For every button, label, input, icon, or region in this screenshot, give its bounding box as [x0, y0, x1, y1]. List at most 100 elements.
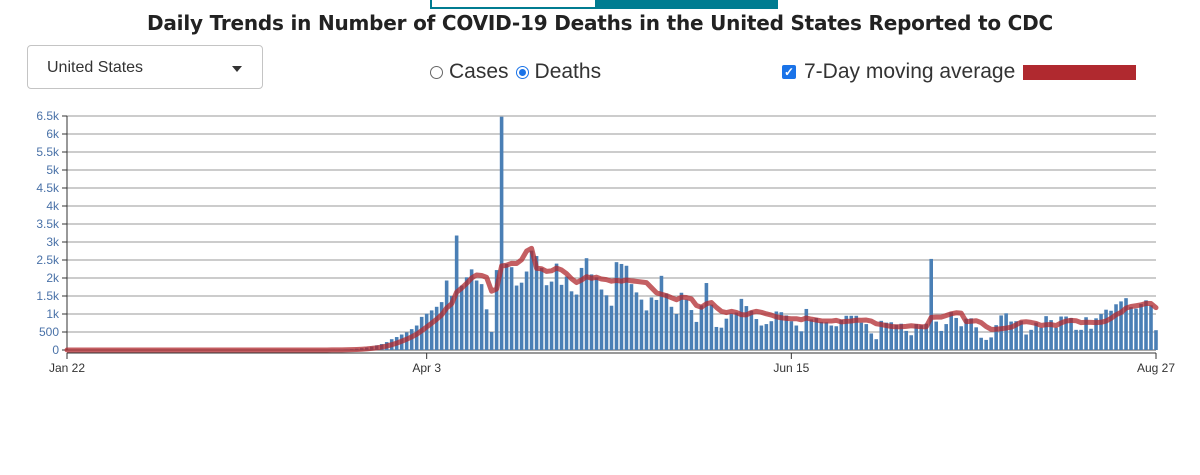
bar[interactable]	[809, 319, 814, 350]
bar[interactable]	[1074, 329, 1078, 350]
bar[interactable]	[839, 319, 844, 350]
bar[interactable]	[1009, 321, 1013, 350]
bar[interactable]	[1119, 301, 1123, 350]
bar[interactable]	[729, 313, 734, 350]
bar[interactable]	[974, 327, 978, 350]
bar[interactable]	[754, 319, 759, 350]
bar[interactable]	[1039, 327, 1043, 350]
bar[interactable]	[914, 324, 919, 350]
bar[interactable]	[944, 324, 948, 350]
bar[interactable]	[1084, 317, 1088, 350]
bar[interactable]	[534, 256, 539, 350]
bar[interactable]	[979, 337, 983, 350]
bar[interactable]	[819, 321, 824, 350]
bar[interactable]	[464, 277, 469, 350]
bar[interactable]	[939, 330, 943, 350]
bar[interactable]	[984, 339, 988, 350]
cases-radio-label[interactable]: Cases	[449, 60, 509, 83]
bar[interactable]	[509, 267, 514, 350]
bar[interactable]	[1029, 329, 1033, 350]
bar[interactable]	[679, 292, 684, 350]
bar[interactable]	[1054, 327, 1058, 350]
bar[interactable]	[994, 325, 998, 350]
bar[interactable]	[929, 258, 933, 350]
bar[interactable]	[1129, 307, 1133, 350]
bar[interactable]	[1094, 318, 1098, 350]
bar[interactable]	[639, 299, 644, 350]
bar[interactable]	[594, 277, 599, 350]
bar[interactable]	[424, 313, 429, 350]
bar[interactable]	[709, 304, 714, 350]
bar[interactable]	[524, 271, 529, 350]
bar[interactable]	[649, 297, 654, 350]
deaths-radio[interactable]	[515, 65, 529, 79]
bar[interactable]	[959, 326, 963, 350]
bar[interactable]	[954, 317, 958, 350]
bar[interactable]	[1059, 316, 1063, 350]
bar[interactable]	[759, 325, 764, 350]
bar[interactable]	[694, 321, 699, 350]
bar[interactable]	[849, 315, 854, 350]
bar[interactable]	[899, 323, 904, 350]
bar[interactable]	[554, 263, 559, 350]
bar[interactable]	[1134, 308, 1138, 350]
bar[interactable]	[469, 269, 474, 350]
bar[interactable]	[569, 291, 574, 350]
bar[interactable]	[924, 323, 929, 350]
bar[interactable]	[619, 263, 624, 350]
bar[interactable]	[764, 324, 769, 350]
bar[interactable]	[789, 321, 794, 350]
bar[interactable]	[489, 332, 494, 350]
bar[interactable]	[674, 314, 679, 350]
bar[interactable]	[894, 324, 899, 350]
bar[interactable]	[774, 311, 779, 350]
bar[interactable]	[844, 315, 849, 350]
bar[interactable]	[429, 310, 434, 350]
bar[interactable]	[614, 262, 619, 350]
bar[interactable]	[439, 302, 444, 350]
bar[interactable]	[434, 306, 439, 350]
bar[interactable]	[784, 315, 789, 350]
bar[interactable]	[884, 322, 889, 350]
bar[interactable]	[704, 283, 709, 350]
bar[interactable]	[1104, 309, 1108, 350]
bar[interactable]	[459, 285, 464, 350]
bar[interactable]	[519, 282, 524, 350]
bar[interactable]	[1149, 305, 1153, 350]
bar[interactable]	[1064, 316, 1068, 350]
bar[interactable]	[969, 318, 973, 350]
bar[interactable]	[1069, 317, 1073, 350]
bar[interactable]	[584, 258, 589, 350]
bar[interactable]	[629, 284, 634, 350]
bar[interactable]	[644, 310, 649, 350]
bar[interactable]	[659, 275, 664, 350]
bar[interactable]	[1154, 330, 1158, 350]
bar[interactable]	[634, 292, 639, 350]
bar[interactable]	[689, 310, 694, 350]
bar[interactable]	[654, 299, 659, 350]
bar[interactable]	[1044, 316, 1048, 350]
bar[interactable]	[549, 281, 554, 350]
bar[interactable]	[514, 285, 519, 350]
bar[interactable]	[1014, 321, 1018, 350]
bar[interactable]	[574, 294, 579, 350]
bar[interactable]	[1049, 320, 1053, 350]
bar[interactable]	[664, 293, 669, 350]
bar[interactable]	[794, 325, 799, 350]
bar[interactable]	[779, 312, 784, 350]
bar[interactable]	[934, 321, 938, 350]
bar[interactable]	[859, 322, 864, 350]
bar[interactable]	[799, 331, 804, 350]
bar[interactable]	[579, 267, 584, 350]
bar[interactable]	[609, 305, 614, 350]
bar[interactable]	[1079, 329, 1083, 350]
bar[interactable]	[814, 317, 819, 350]
bar[interactable]	[494, 270, 499, 350]
bar[interactable]	[444, 280, 449, 350]
bar[interactable]	[1089, 328, 1093, 350]
bar[interactable]	[1109, 310, 1113, 350]
moving-average-line[interactable]	[64, 245, 1159, 353]
bar[interactable]	[604, 295, 609, 350]
bar[interactable]	[699, 305, 704, 350]
bar[interactable]	[834, 326, 839, 350]
